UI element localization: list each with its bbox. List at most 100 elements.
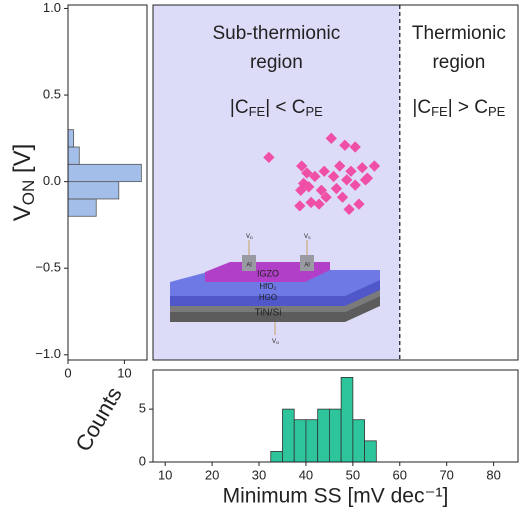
contact	[300, 255, 314, 271]
terminal-label: VG	[272, 339, 279, 345]
terminal-base: V	[272, 339, 276, 345]
point	[325, 132, 337, 144]
terminal-base: V	[304, 234, 308, 240]
igzo-layer	[205, 262, 330, 282]
point	[356, 162, 368, 174]
layer-label: HfO₂	[259, 282, 276, 291]
contact-label: Al	[246, 263, 251, 269]
region-condition: |CFE| < CPE	[230, 97, 323, 119]
condition-text: | > C	[448, 97, 488, 118]
point	[263, 151, 275, 164]
bar	[67, 198, 97, 217]
y-tick-label: −0.5	[35, 260, 61, 275]
device-illustration: IGZO HfO₂ HGO TiN/Si Al Al VD VS VG	[170, 234, 380, 345]
point	[345, 165, 357, 177]
frame	[152, 4, 519, 361]
region-title: Thermionic	[412, 23, 506, 44]
label-sub: ON	[19, 180, 38, 206]
y-tick-label: 0	[139, 453, 146, 468]
point	[327, 170, 340, 183]
terminal-sub: G	[276, 340, 279, 345]
region-condition: |CFE| > CPE	[412, 97, 505, 119]
layer-label: IGZO	[257, 268, 279, 278]
terminal-label: VS	[304, 234, 311, 240]
condition-text: | < C	[265, 97, 305, 118]
condition-sub: FE	[249, 104, 266, 119]
substrate-side	[170, 296, 380, 322]
bar	[305, 419, 319, 463]
contact-label: Al	[304, 263, 309, 269]
region-title: region	[432, 52, 485, 73]
point	[296, 160, 308, 172]
bar	[293, 419, 307, 463]
point	[368, 160, 381, 172]
point	[349, 141, 361, 153]
condition-text: |C	[230, 97, 249, 118]
frame	[67, 4, 148, 361]
point	[353, 198, 365, 210]
point	[339, 139, 351, 151]
y-tick-label: 5	[139, 401, 146, 416]
label-base: V	[9, 205, 36, 221]
condition-sub: FE	[431, 104, 448, 119]
point	[341, 174, 353, 186]
point	[334, 160, 346, 172]
region-title: region	[250, 52, 303, 73]
terminal-sub: D	[250, 235, 253, 240]
bar	[67, 129, 75, 148]
x-tick-label: 40	[299, 467, 313, 482]
contact	[242, 255, 256, 271]
bar	[67, 181, 120, 200]
point	[320, 191, 332, 203]
bar	[317, 408, 330, 463]
y-axis-label: Counts	[70, 383, 127, 456]
point	[361, 172, 374, 184]
point	[318, 165, 330, 177]
x-tick-label: 70	[439, 467, 453, 482]
point	[301, 167, 313, 179]
label-rest: [V]	[9, 144, 36, 180]
point	[343, 203, 355, 215]
condition-text: |C	[412, 97, 431, 118]
y-tick-label: −1.0	[35, 346, 61, 361]
bar	[340, 377, 354, 463]
x-tick-label: 60	[393, 467, 407, 482]
y-tick-label: 0.0	[43, 173, 61, 188]
point	[313, 198, 325, 210]
layer-label: TiN/Si	[255, 308, 282, 319]
bar	[67, 146, 80, 165]
bar	[67, 163, 142, 183]
bar	[282, 408, 295, 463]
y-axis-label: VON [V]	[9, 144, 38, 222]
frame	[152, 369, 519, 463]
x-tick-label: 0	[64, 365, 71, 380]
point	[309, 170, 321, 183]
x-tick-label: 80	[486, 467, 500, 482]
terminal-sub: S	[308, 235, 311, 240]
x-tick-label: 30	[252, 467, 266, 482]
bar	[364, 440, 377, 463]
x-tick-label: 10	[117, 365, 131, 380]
point	[336, 191, 349, 203]
point	[294, 200, 306, 212]
region-title: Sub-thermionic	[212, 23, 340, 44]
layer-label: HGO	[259, 293, 277, 302]
y-tick-label: 0.5	[43, 86, 61, 101]
x-tick-label: 50	[346, 467, 360, 482]
bar	[270, 451, 283, 463]
terminal-base: V	[246, 234, 250, 240]
x-tick-label: 20	[205, 467, 219, 482]
point	[315, 184, 328, 196]
x-axis-label: Minimum SS [mV dec⁻¹]	[223, 485, 449, 508]
point	[305, 196, 317, 209]
condition-sub: PE	[488, 104, 506, 119]
bar	[352, 419, 365, 463]
x-tick-label: 10	[158, 467, 172, 482]
condition-sub: PE	[306, 104, 324, 119]
point	[303, 181, 315, 193]
terminal-label: VD	[246, 234, 253, 240]
point	[349, 179, 361, 191]
bar	[329, 408, 342, 463]
